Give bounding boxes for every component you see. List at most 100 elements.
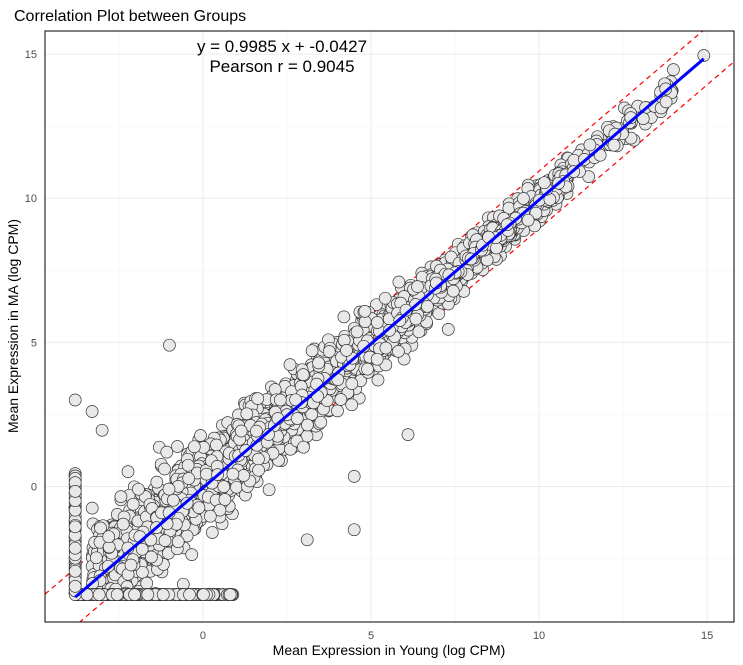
data-point: [217, 480, 231, 493]
data-point: [297, 440, 310, 454]
data-point: [251, 392, 265, 405]
data-point: [262, 428, 275, 441]
data-point: [124, 558, 138, 572]
data-point: [500, 218, 514, 231]
data-point: [226, 467, 240, 481]
data-point: [401, 428, 415, 441]
data-point: [383, 324, 396, 337]
data-point: [145, 550, 158, 564]
y-tick-label: 15: [25, 49, 37, 61]
data-point: [158, 462, 171, 476]
y-axis-label: Mean Expression in MA (log CPM): [5, 219, 21, 433]
data-point: [68, 564, 82, 578]
x-tick-label: 15: [701, 630, 713, 642]
data-point: [345, 377, 359, 390]
data-point: [156, 588, 170, 601]
data-point: [345, 398, 359, 412]
plot-panel-border: [44, 30, 735, 623]
data-point: [114, 490, 128, 503]
data-point: [378, 291, 392, 305]
data-point: [392, 345, 405, 358]
data-point: [68, 580, 82, 593]
data-point: [284, 442, 297, 456]
x-axis-label: Mean Expression in Young (log CPM): [273, 642, 506, 658]
x-tick-label: 5: [368, 630, 374, 642]
data-point: [141, 588, 155, 601]
data-point: [240, 407, 254, 421]
data-point: [197, 588, 210, 601]
data-point: [697, 49, 711, 62]
data-point: [116, 517, 130, 531]
data-point: [290, 412, 304, 425]
data-point: [441, 323, 455, 336]
data-point: [110, 588, 124, 601]
data-point: [517, 192, 530, 205]
data-point: [234, 424, 248, 438]
data-point: [667, 63, 680, 76]
data-point: [262, 483, 276, 497]
data-point: [192, 501, 206, 515]
data-point: [85, 405, 99, 418]
data-point: [370, 352, 384, 366]
data-point: [185, 548, 199, 561]
data-point: [347, 470, 361, 483]
data-point: [102, 530, 116, 544]
data-point: [68, 393, 82, 407]
y-tick-label: 0: [31, 482, 37, 494]
data-point: [203, 509, 217, 523]
data-point: [421, 300, 434, 313]
data-point: [223, 588, 237, 601]
data-point: [181, 458, 195, 472]
data-point: [300, 533, 314, 547]
x-axis-ticks: 0 5 10 15: [200, 630, 713, 642]
data-point: [183, 588, 196, 601]
pearson-annotation: Pearson r = 0.9045: [209, 57, 354, 76]
data-point: [171, 440, 184, 453]
data-point: [334, 393, 348, 406]
data-point: [340, 344, 353, 357]
data-point: [252, 452, 265, 466]
data-point: [370, 298, 383, 312]
data-point: [379, 341, 393, 355]
data-point: [94, 521, 107, 535]
data-point: [361, 362, 374, 376]
data-point: [200, 467, 213, 481]
data-point: [301, 418, 314, 432]
data-point: [166, 493, 180, 507]
data-point: [68, 541, 82, 555]
data-point: [121, 465, 135, 478]
data-point: [289, 393, 302, 407]
data-point: [583, 138, 597, 152]
data-point: [409, 312, 423, 326]
y-axis-ticks: 0 5 10 15: [25, 49, 37, 493]
data-point: [237, 469, 250, 482]
data-point: [136, 565, 149, 579]
data-point: [194, 429, 207, 442]
data-point: [160, 445, 174, 459]
data-point: [213, 503, 227, 517]
data-point: [314, 415, 328, 429]
data-point: [68, 485, 82, 498]
data-point: [347, 523, 361, 537]
data-point: [370, 316, 384, 329]
data-point: [182, 472, 196, 485]
x-tick-label: 10: [533, 630, 545, 642]
data-point: [350, 325, 364, 339]
data-point: [250, 424, 263, 438]
data-point: [296, 368, 310, 381]
scatter-points: [68, 49, 711, 601]
data-point: [521, 213, 535, 227]
data-point: [85, 501, 99, 515]
data-point: [312, 356, 325, 370]
data-point: [89, 551, 103, 565]
data-point: [322, 345, 336, 358]
data-point: [158, 534, 172, 547]
y-tick-label: 5: [31, 337, 37, 349]
data-point: [126, 497, 140, 511]
data-point: [171, 535, 185, 549]
data-point: [187, 440, 201, 454]
data-point: [218, 493, 232, 506]
data-point: [101, 559, 115, 573]
data-point: [412, 325, 426, 339]
